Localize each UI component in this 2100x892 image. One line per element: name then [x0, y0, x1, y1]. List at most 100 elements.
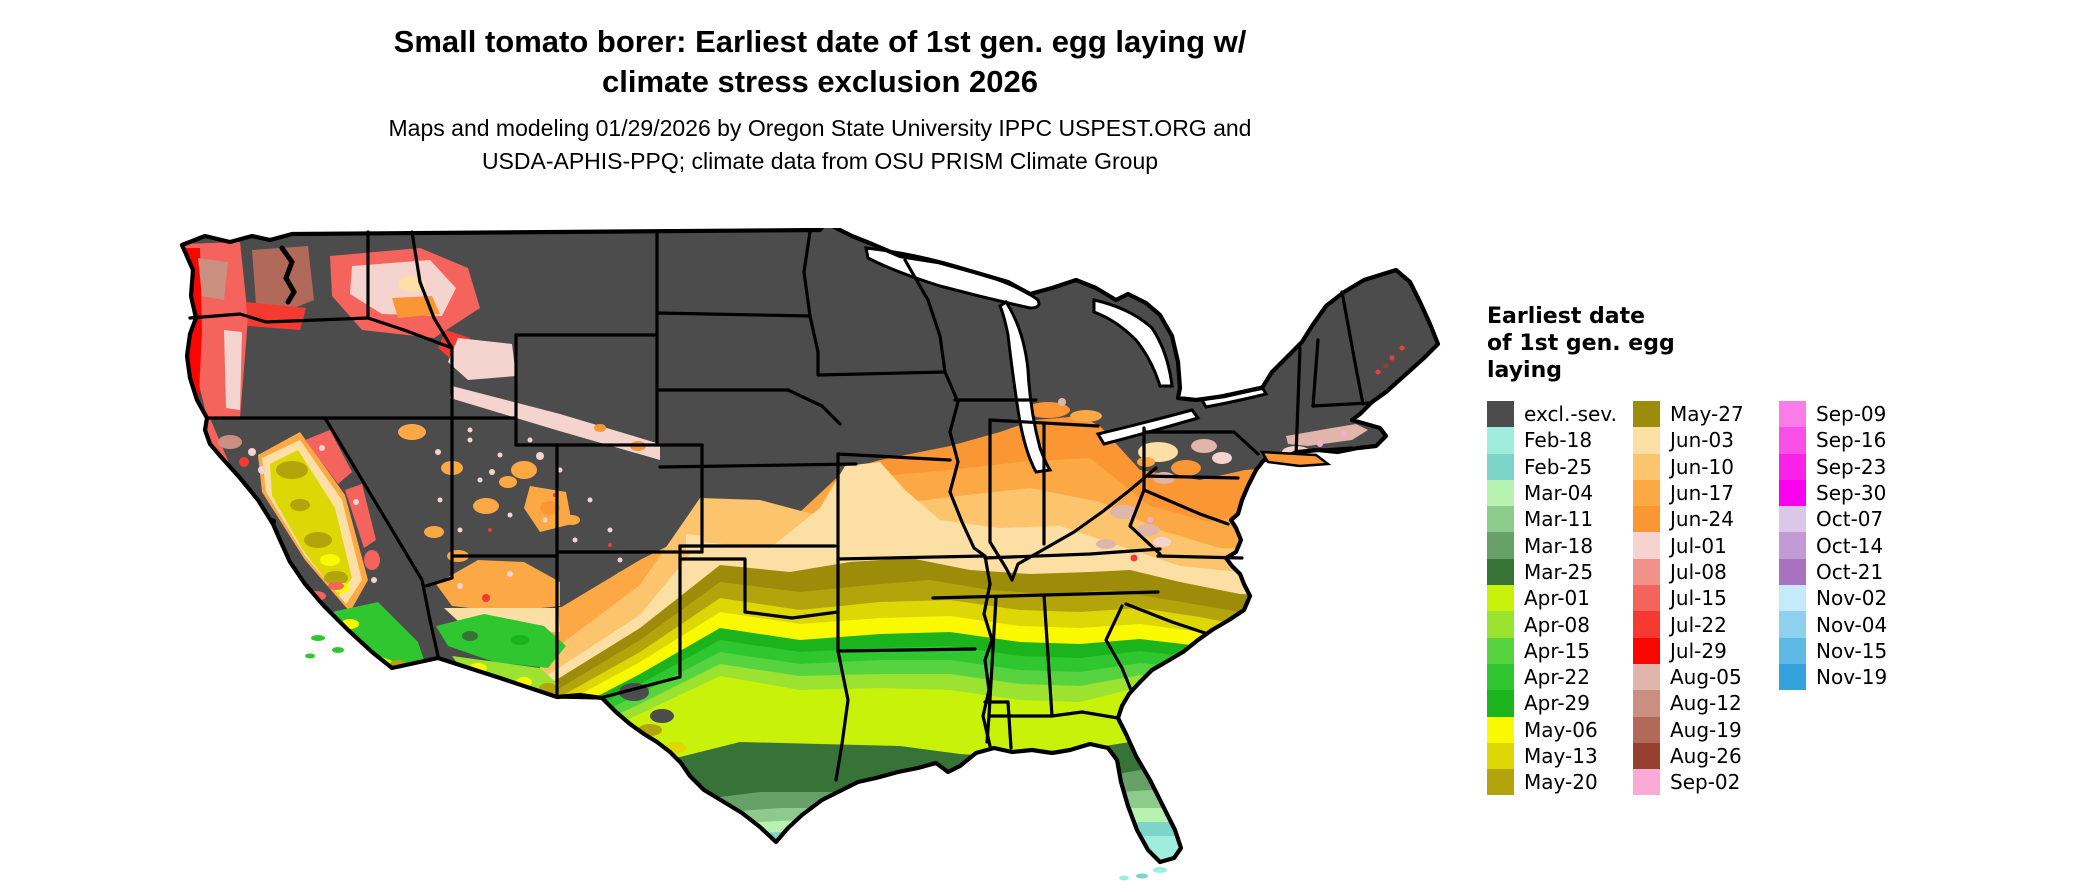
legend-swatch-mar18 — [1487, 532, 1514, 559]
subtitle-line-1: Maps and modeling 01/29/2026 by Oregon S… — [388, 115, 1252, 141]
legend-swatch-mar11 — [1487, 506, 1514, 533]
legend-label: Nov-02 — [1816, 586, 1888, 611]
legend-swatch-jun24 — [1633, 506, 1660, 533]
lake-huron — [1092, 298, 1174, 388]
legend-title: Earliest date of 1st gen. egg laying — [1487, 304, 1675, 383]
legend-swatch-feb18 — [1487, 427, 1514, 454]
legend-swatch-may06 — [1487, 716, 1514, 743]
legend-item: Jul-22 — [1633, 611, 1779, 638]
legend-item: Nov-15 — [1779, 637, 1909, 664]
legend-item: Apr-08 — [1487, 611, 1633, 638]
title-line-2: climate stress exclusion 2026 — [602, 64, 1038, 99]
legend-item: Sep-09 — [1779, 401, 1909, 428]
page-title: Small tomato borer: Earliest date of 1st… — [270, 22, 1370, 102]
legend-item: Sep-16 — [1779, 427, 1909, 454]
band-apr01 — [540, 676, 1438, 862]
legend-item: Jul-29 — [1633, 637, 1779, 664]
legend-label: Mar-25 — [1524, 559, 1594, 584]
legend-item: Mar-11 — [1487, 506, 1633, 533]
legend-swatch-apr15 — [1487, 637, 1514, 664]
legend-label: Mar-18 — [1524, 533, 1594, 558]
legend-swatch-feb25 — [1487, 453, 1514, 480]
legend-label: Jun-10 — [1670, 454, 1734, 479]
legend-swatch-oct14 — [1779, 532, 1806, 559]
legend-label: Sep-16 — [1816, 428, 1887, 453]
legend-label: Mar-04 — [1524, 481, 1594, 506]
legend-label: May-27 — [1670, 402, 1744, 427]
legend-item: Jun-10 — [1633, 453, 1779, 480]
legend-swatch-excl — [1487, 401, 1514, 428]
legend-swatch-aug05 — [1633, 663, 1660, 691]
legend-label: Aug-05 — [1670, 665, 1742, 690]
band-mar04 — [540, 808, 1438, 862]
legend-label: Jun-03 — [1670, 428, 1734, 453]
legend-item: Jun-17 — [1633, 479, 1779, 507]
legend-label: Aug-19 — [1670, 717, 1742, 742]
legend-label: Sep-30 — [1816, 481, 1887, 506]
legend-label: Apr-29 — [1524, 691, 1590, 716]
legend-label: Jul-22 — [1670, 612, 1727, 637]
legend-swatch-aug19 — [1633, 716, 1660, 743]
legend-swatch-jul08 — [1633, 558, 1660, 586]
legend-swatch-jul29 — [1633, 637, 1660, 664]
legend-item: Nov-19 — [1779, 663, 1909, 691]
legend-swatch-sep30 — [1779, 479, 1806, 507]
legend-label: Oct-14 — [1816, 533, 1884, 558]
legend-columns: excl.-sev. Feb-18 Feb-25 Mar-04 Mar-11 Mar-18… — [1487, 401, 1927, 796]
legend-swatch-apr22 — [1487, 663, 1514, 691]
band-feb18 — [540, 836, 1438, 862]
legend-label: Apr-22 — [1524, 665, 1590, 690]
legend-label: excl.-sev. — [1524, 402, 1617, 427]
legend-item: Jul-15 — [1633, 585, 1779, 612]
legend-label: Feb-25 — [1524, 454, 1593, 479]
legend-label: Sep-09 — [1816, 402, 1887, 427]
legend-swatch-jun03 — [1633, 427, 1660, 454]
legend-swatch-may13 — [1487, 742, 1514, 770]
legend-swatch-sep02 — [1633, 769, 1660, 796]
legend-swatch-nov04 — [1779, 611, 1806, 638]
offshore-islands — [305, 450, 1332, 881]
legend-label: Jul-15 — [1670, 586, 1727, 611]
legend-item: Oct-07 — [1779, 506, 1909, 533]
legend-label: Nov-04 — [1816, 612, 1888, 637]
legend-swatch-jun10 — [1633, 453, 1660, 480]
legend-label: Jun-24 — [1670, 507, 1734, 532]
legend-swatch-apr08 — [1487, 611, 1514, 638]
us-map-svg — [179, 219, 1441, 881]
legend-label: Oct-21 — [1816, 559, 1884, 584]
legend-column-3: Sep-09 Sep-16 Sep-23 Sep-30 Oct-07 Oct-14 Oct-… — [1779, 401, 1909, 691]
legend-item: Nov-04 — [1779, 611, 1909, 638]
legend-item: Feb-18 — [1487, 427, 1633, 454]
legend-item: Jun-24 — [1633, 506, 1779, 533]
legend-item: Aug-19 — [1633, 716, 1779, 743]
legend-label: Jul-01 — [1670, 533, 1727, 558]
legend-item: Apr-29 — [1487, 690, 1633, 717]
legend-swatch-oct07 — [1779, 506, 1806, 533]
great-lakes — [864, 246, 1269, 474]
legend-column-2: May-27 Jun-03 Jun-10 Jun-17 Jun-24 Jul-01 Jul-… — [1633, 401, 1779, 796]
legend-item: Aug-12 — [1633, 690, 1779, 717]
legend-item: Oct-21 — [1779, 558, 1909, 586]
legend-label: May-20 — [1524, 770, 1598, 795]
legend-item: Mar-04 — [1487, 479, 1633, 507]
legend-item: Jun-03 — [1633, 427, 1779, 454]
lake-michigan — [998, 299, 1053, 474]
mountain-speckle — [437, 427, 623, 563]
legend-label: Jun-17 — [1670, 481, 1734, 506]
legend-item: Apr-15 — [1487, 637, 1633, 664]
legend-label: May-13 — [1524, 744, 1598, 768]
legend-swatch-mar25 — [1487, 558, 1514, 586]
legend-label: Apr-15 — [1524, 638, 1590, 663]
legend-label: May-06 — [1524, 717, 1598, 742]
legend-label: Jul-29 — [1670, 638, 1727, 663]
legend-label: Sep-02 — [1670, 770, 1741, 795]
legend-swatch-jul01 — [1633, 532, 1660, 559]
legend-column-1: excl.-sev. Feb-18 Feb-25 Mar-04 Mar-11 Mar-18… — [1487, 401, 1633, 796]
legend-item: Sep-30 — [1779, 479, 1909, 507]
legend-item: Mar-18 — [1487, 532, 1633, 559]
legend-item: Apr-22 — [1487, 663, 1633, 691]
band-feb25 — [540, 822, 1438, 862]
legend-item: Oct-14 — [1779, 532, 1909, 559]
legend-swatch-nov19 — [1779, 663, 1806, 691]
